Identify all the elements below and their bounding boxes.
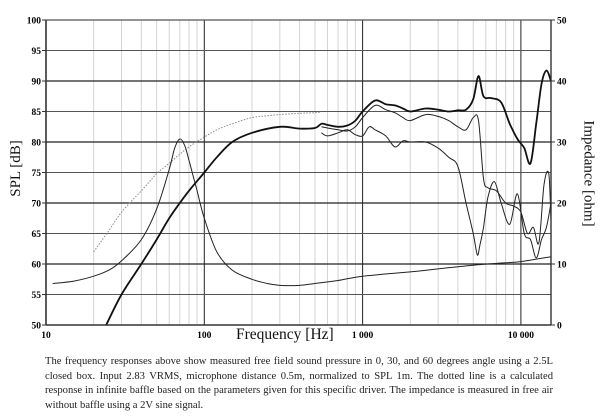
y-tick-label: 80 (32, 139, 42, 149)
y2-tick-label: 40 (557, 78, 567, 88)
y-axis-label-spl: SPL [dB] (7, 140, 24, 197)
y-tick-label: 95 (32, 47, 42, 57)
y-tick-label: 70 (32, 200, 42, 210)
tick-labels: 10 100 1 000 10 000 50 55 60 65 70 75 80 85 90 95 100 0… (27, 17, 567, 342)
y-axis-label-impedance: Impedance [ohm] (580, 120, 597, 227)
impedance-curve (52, 138, 552, 287)
y-tick-label: 85 (32, 108, 42, 118)
y-tick-label: 60 (32, 261, 42, 271)
y-tick-label: 50 (32, 322, 42, 332)
y2-tick-label: 10 (557, 261, 567, 271)
plot-frame (42, 19, 555, 326)
y-tick-label: 75 (32, 169, 42, 179)
data-curves (52, 69, 552, 326)
spl-0-degrees-curve (105, 69, 552, 326)
x-tick-label: 100 (197, 331, 212, 341)
frequency-response-chart: 10 100 1 000 10 000 50 55 60 65 70 75 80 85 90 95 100 0… (27, 17, 567, 342)
calculated-infinite-baffle-dotted-curve (93, 111, 322, 253)
y2-tick-label: 30 (557, 139, 567, 149)
y-tick-label: 65 (32, 230, 42, 240)
x-axis-label-frequency: Frequency [Hz] (236, 326, 334, 343)
y-tick-label: 55 (32, 291, 42, 301)
y2-tick-label: 50 (557, 17, 567, 27)
y-tick-label: 90 (32, 78, 42, 88)
chart-caption: The frequency responses above show measu… (45, 356, 553, 411)
y2-tick-label: 0 (557, 322, 562, 332)
x-tick-label: 10 (41, 331, 51, 341)
spl-60-degrees-curve (321, 126, 552, 259)
y-tick-label: 100 (27, 17, 42, 27)
x-tick-label: 1 000 (352, 331, 374, 341)
x-tick-label: 10 000 (508, 331, 534, 341)
spl-30-degrees-curve (321, 104, 552, 245)
y2-tick-label: 20 (557, 200, 567, 210)
